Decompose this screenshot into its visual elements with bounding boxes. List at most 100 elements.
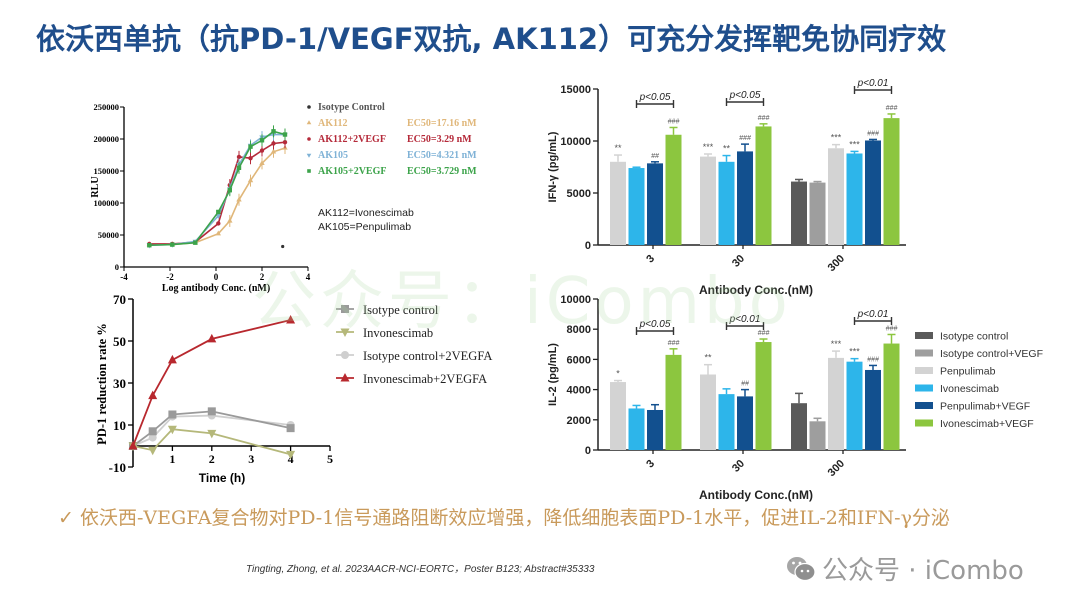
svg-text:8000: 8000 <box>567 324 591 336</box>
svg-text:Isotype control+VEGF: Isotype control+VEGF <box>940 348 1043 360</box>
svg-text:30: 30 <box>730 458 747 475</box>
bar: ** <box>610 143 626 245</box>
brand-text: 公众号 · iCombo <box>822 556 1024 586</box>
svg-text:2000: 2000 <box>567 415 591 427</box>
bar: ### <box>665 118 682 245</box>
bar <box>791 178 807 245</box>
bar: *** <box>828 133 844 245</box>
chart-rlu-dose-response: 0 50000 100000 150000 200000 250000 -4 -2 0 2 4 Log… <box>90 102 477 294</box>
svg-text:3: 3 <box>644 253 657 266</box>
legend-item: AK105 EC50=4.321 nM <box>306 150 477 161</box>
svg-text:AK112=Ivonescimab: AK112=Ivonescimab <box>318 207 414 219</box>
svg-text:Ivonescimab: Ivonescimab <box>940 383 999 395</box>
svg-text:***: *** <box>849 139 860 149</box>
legend-item: Isotype control <box>915 331 1008 343</box>
svg-text:###: ### <box>758 115 770 122</box>
bar: ### <box>865 130 881 245</box>
svg-text:Ivonescimab+VEGF: Ivonescimab+VEGF <box>940 418 1034 430</box>
svg-text:p<0.05: p<0.05 <box>729 90 761 101</box>
check-icon: ✓ <box>58 507 74 529</box>
svg-text:##: ## <box>651 153 659 160</box>
legend-item: Ivonescimab <box>915 383 999 395</box>
svg-text:-10: -10 <box>109 460 126 475</box>
bar: ### <box>737 135 753 245</box>
svg-text:AK112: AK112 <box>318 118 347 129</box>
svg-text:###: ### <box>867 130 879 137</box>
svg-text:15000: 15000 <box>560 84 591 96</box>
legend-item: Penpulimab <box>915 366 996 378</box>
legend-item: AK105+2VEGF EC50=3.729 nM <box>307 166 477 177</box>
svg-text:RLU: RLU <box>90 176 101 197</box>
svg-text:-4: -4 <box>120 272 128 282</box>
svg-text:EC50=3.29 nM: EC50=3.29 nM <box>407 134 472 145</box>
svg-text:Antibody Conc.(nM): Antibody Conc.(nM) <box>699 488 813 502</box>
svg-text:Isotype control: Isotype control <box>363 303 439 317</box>
svg-text:6000: 6000 <box>567 354 591 366</box>
bar <box>809 417 826 450</box>
svg-text:Isotype Control: Isotype Control <box>318 102 385 113</box>
svg-text:p<0.01: p<0.01 <box>729 314 761 325</box>
svg-text:4: 4 <box>306 272 311 282</box>
bar <box>628 166 645 245</box>
bar: *** <box>828 339 844 450</box>
svg-text:Isotype control+2VEGFA: Isotype control+2VEGFA <box>363 349 492 363</box>
bar: ### <box>665 340 682 450</box>
bar <box>791 392 807 450</box>
bar: ### <box>883 325 900 450</box>
svg-text:###: ### <box>739 135 751 142</box>
svg-text:Antibody Conc.(nM): Antibody Conc.(nM) <box>699 283 813 297</box>
svg-text:Penpulimab: Penpulimab <box>940 366 996 378</box>
bar: *** <box>846 347 863 450</box>
svg-text:p<0.05: p<0.05 <box>639 92 671 103</box>
svg-text:10: 10 <box>113 418 126 433</box>
svg-text:IFN-γ (pg/mL): IFN-γ (pg/mL) <box>547 131 559 202</box>
legend-item: Isotype control+VEGF <box>915 348 1043 360</box>
svg-text:AK112+2VEGF: AK112+2VEGF <box>318 134 386 145</box>
bar: * <box>610 369 626 450</box>
svg-text:Invonescimab+2VEGFA: Invonescimab+2VEGFA <box>363 372 487 386</box>
svg-text:70: 70 <box>113 292 126 307</box>
svg-text:10000: 10000 <box>560 294 591 306</box>
svg-text:**: ** <box>614 143 622 153</box>
bar: ** <box>718 144 735 245</box>
svg-text:300: 300 <box>826 458 847 479</box>
bar: ** <box>700 353 716 450</box>
svg-text:Log antibody Conc. (nM): Log antibody Conc. (nM) <box>162 283 270 294</box>
svg-text:Isotype control: Isotype control <box>940 331 1008 343</box>
svg-text:###: ### <box>758 330 770 337</box>
svg-text:EC50=4.321 nM: EC50=4.321 nM <box>407 150 477 161</box>
conclusion-body: 依沃西-VEGFA复合物对PD-1信号通路阻断效应增强，降低细胞表面PD-1水平… <box>80 507 950 529</box>
svg-text:**: ** <box>704 353 712 363</box>
svg-text:30: 30 <box>113 376 126 391</box>
svg-text:*: * <box>616 369 620 379</box>
svg-text:###: ### <box>886 105 898 112</box>
bar: ### <box>755 115 772 245</box>
legend-item: AK112+2VEGF EC50=3.29 nM <box>307 134 472 145</box>
svg-text:5: 5 <box>327 452 333 466</box>
bar: *** <box>700 142 716 245</box>
legend-item: Penpulimab+VEGF <box>915 401 1030 413</box>
bar-chart-legend: Isotype control Isotype control+VEGF Penpu… <box>915 331 1043 430</box>
svg-text:###: ### <box>668 118 680 125</box>
citation: Tingting, Zhong, et al. 2023AACR-NCI-EOR… <box>246 564 595 575</box>
svg-text:p<0.01: p<0.01 <box>857 309 889 320</box>
svg-text:**: ** <box>723 144 731 154</box>
svg-text:***: *** <box>831 133 842 143</box>
svg-text:IL-2 (pg/mL): IL-2 (pg/mL) <box>547 343 559 406</box>
svg-text:250000: 250000 <box>94 102 120 112</box>
svg-text:EC50=3.729 nM: EC50=3.729 nM <box>407 166 477 177</box>
svg-text:10000: 10000 <box>560 136 591 148</box>
legend-item: Isotype control <box>336 303 439 317</box>
svg-text:150000: 150000 <box>94 166 120 176</box>
chart-il2: 0 2000 4000 6000 8000 10000 IL-2 (pg/mL) Antibo… <box>547 294 906 502</box>
wechat-icon <box>787 556 816 581</box>
bar <box>809 180 826 245</box>
svg-text:30: 30 <box>730 253 747 270</box>
svg-text:0: 0 <box>585 445 591 457</box>
svg-text:0: 0 <box>115 262 119 272</box>
svg-text:Penpulimab+VEGF: Penpulimab+VEGF <box>940 401 1030 413</box>
legend-item: Invonescimab <box>336 326 433 340</box>
page-title: 依沃西单抗（抗PD-1/VEGF双抗, AK112）可充分发挥靶免协同疗效 <box>36 22 947 56</box>
svg-text:***: *** <box>831 339 842 349</box>
svg-text:-2: -2 <box>166 272 174 282</box>
